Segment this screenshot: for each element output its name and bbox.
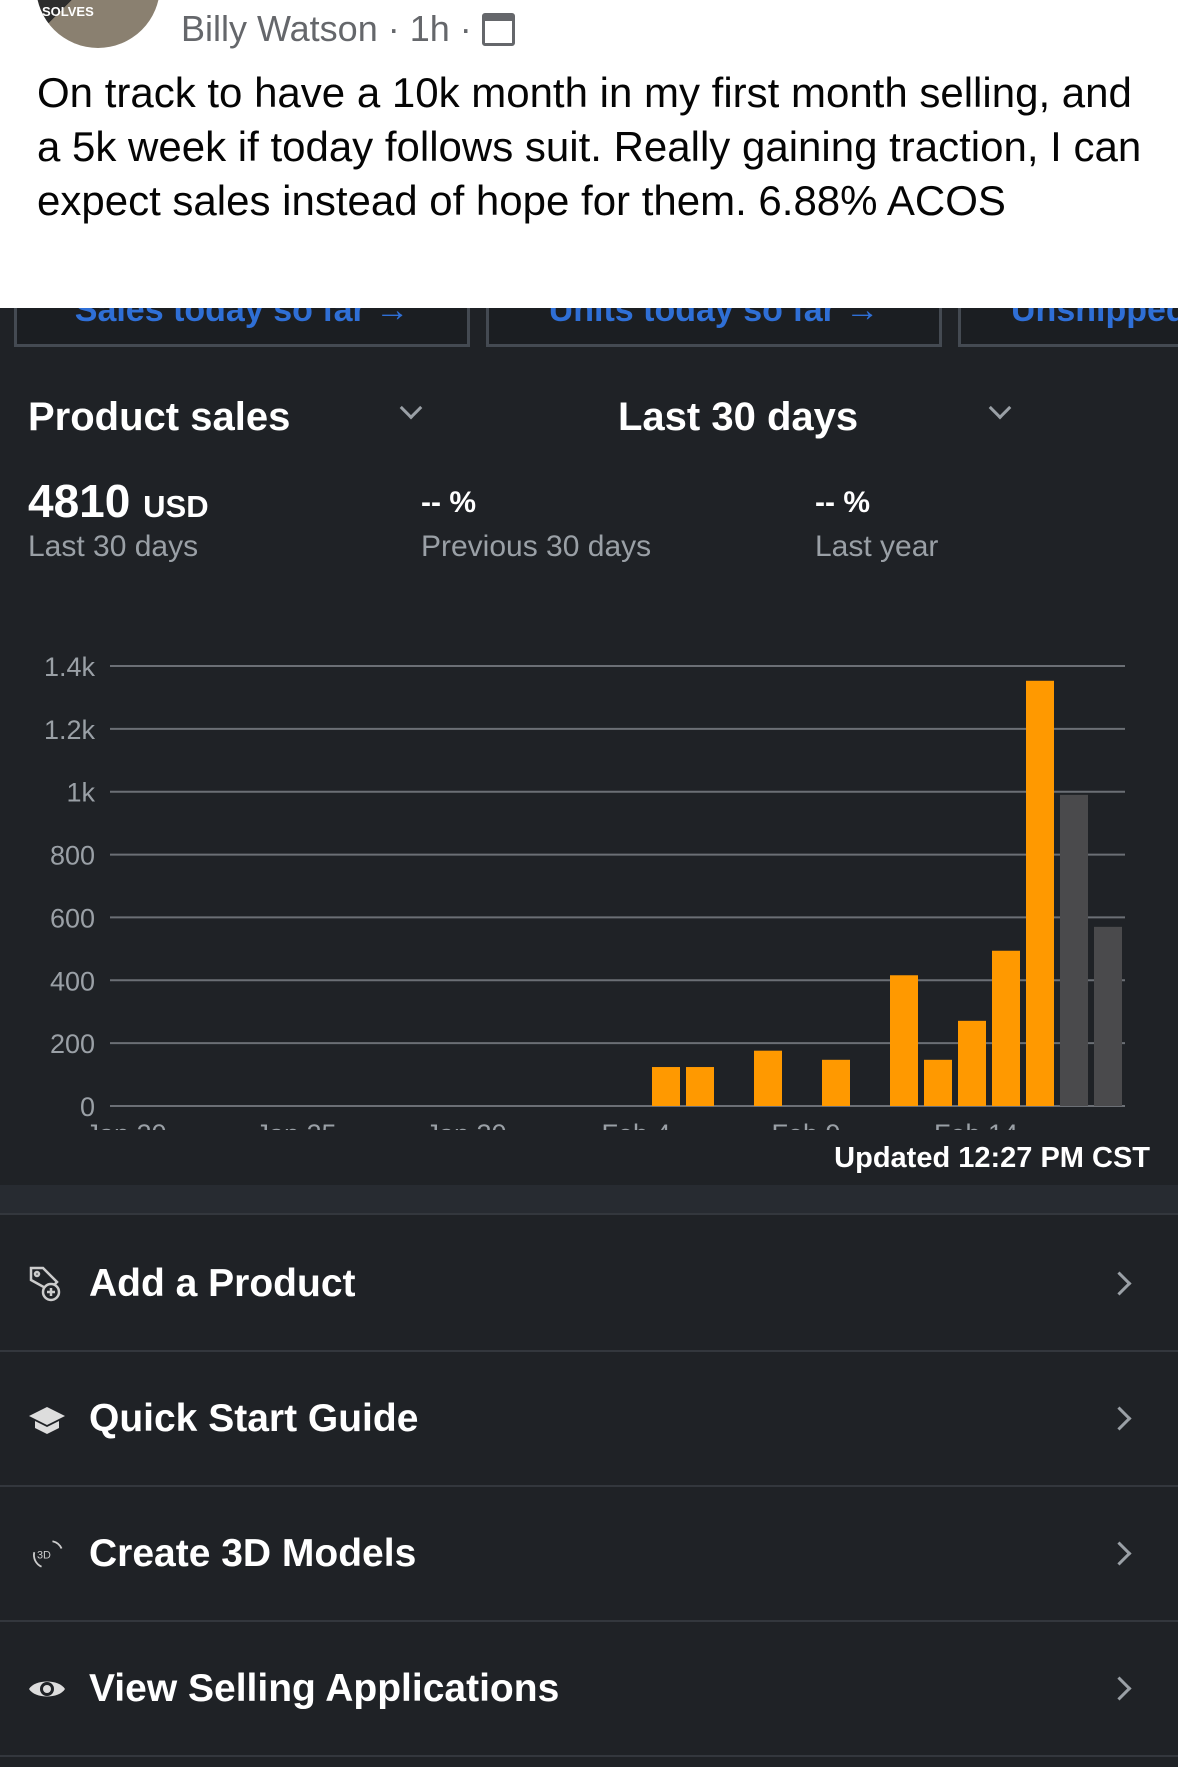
chevron-down-icon[interactable]	[988, 396, 1012, 420]
divider-band	[0, 1185, 1178, 1215]
menu-selling-apps[interactable]: View Selling Applications	[0, 1622, 1178, 1757]
chevron-right-icon	[1107, 1541, 1132, 1566]
tab-sales-today[interactable]: Sales today so far →	[14, 308, 470, 347]
bar	[924, 1059, 952, 1106]
y-tick-label: 800	[50, 841, 95, 871]
bar	[890, 975, 918, 1106]
bar	[958, 1020, 986, 1106]
bar	[1060, 794, 1088, 1106]
y-tick-label: 1k	[66, 778, 95, 808]
bar	[1094, 926, 1122, 1106]
y-tick-label: 400	[50, 966, 95, 996]
bar	[992, 950, 1020, 1106]
y-tick-label: 0	[80, 1092, 95, 1122]
total-label: Last 30 days	[28, 530, 199, 563]
eye-icon	[27, 1669, 67, 1709]
x-tick-label: Feb 14	[934, 1119, 1018, 1130]
facebook-post: SOLVES Billy Watson · 1h · On track to h…	[0, 0, 1178, 308]
menu-add-product[interactable]: Add a Product	[0, 1217, 1178, 1352]
x-tick-label: Feb 4	[601, 1119, 670, 1130]
tag-plus-icon	[27, 1264, 67, 1304]
metric-dropdown[interactable]: Product sales	[28, 395, 291, 439]
updated-time: Updated 12:27 PM CST	[834, 1142, 1150, 1174]
author-name[interactable]: Billy Watson	[181, 8, 378, 49]
post-text: On track to have a 10k month in my first…	[37, 69, 1142, 224]
bar	[686, 1067, 714, 1106]
ly-label: Last year	[815, 530, 939, 563]
y-tick-label: 1.4k	[44, 652, 96, 682]
menu-quick-start[interactable]: Quick Start Guide	[0, 1352, 1178, 1487]
3d-rotate-icon: 3D	[27, 1534, 67, 1574]
svg-text:3D: 3D	[37, 1549, 51, 1561]
x-tick-label: Jan 25	[255, 1119, 336, 1130]
chevron-right-icon	[1107, 1271, 1132, 1296]
bar	[1026, 680, 1054, 1106]
bar	[652, 1067, 680, 1106]
tab-unshipped[interactable]: Unshipped	[958, 308, 1178, 347]
x-tick-label: Jan 20	[85, 1119, 166, 1130]
bar	[822, 1059, 850, 1106]
post-time[interactable]: 1h	[409, 8, 450, 49]
tab-units-today[interactable]: Units today so far →	[486, 308, 942, 347]
chevron-right-icon	[1107, 1676, 1132, 1701]
x-tick-label: Jan 30	[425, 1119, 506, 1130]
chevron-right-icon	[1107, 1406, 1132, 1431]
sales-bar-chart: 0 200 400 600 800 1k 1.2k 1.4k Jan 20 Jan 25 Jan 3…	[44, 652, 1125, 1130]
range-dropdown[interactable]: Last 30 days	[618, 395, 859, 439]
graduation-cap-icon	[27, 1399, 67, 1439]
post-meta: Billy Watson · 1h ·	[181, 8, 515, 50]
prev-label: Previous 30 days	[421, 530, 652, 563]
group-icon	[481, 12, 515, 46]
total-sales: 4810 USD	[28, 475, 209, 527]
bar	[754, 1050, 782, 1106]
prev-pct: -- %	[421, 486, 476, 519]
chevron-down-icon[interactable]	[399, 396, 423, 420]
ly-pct: -- %	[815, 486, 870, 519]
y-tick-label: 1.2k	[44, 715, 96, 745]
avatar[interactable]: SOLVES	[36, 0, 160, 48]
y-tick-label: 200	[50, 1029, 95, 1059]
menu-3d-models[interactable]: 3D Create 3D Models	[0, 1487, 1178, 1622]
x-tick-label: Feb 9	[771, 1119, 840, 1130]
y-tick-label: 600	[50, 903, 95, 933]
